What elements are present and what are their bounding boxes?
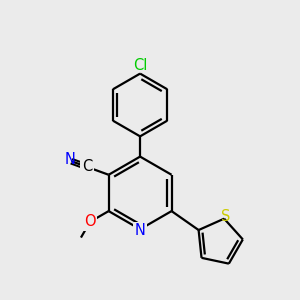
Text: N: N xyxy=(65,152,76,167)
Text: C: C xyxy=(82,160,92,175)
Text: O: O xyxy=(84,214,96,229)
Text: S: S xyxy=(221,208,230,224)
Text: N: N xyxy=(135,224,146,238)
Text: Cl: Cl xyxy=(133,58,147,73)
